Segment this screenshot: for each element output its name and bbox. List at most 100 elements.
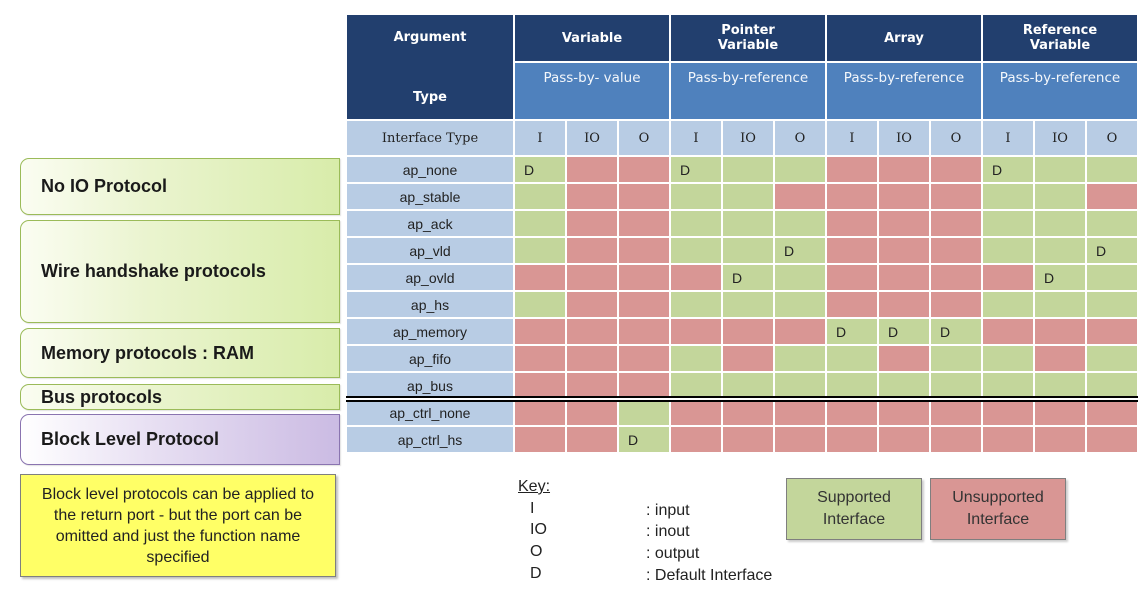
supported-cell: D xyxy=(618,426,670,453)
interface-mode-header: O xyxy=(930,120,982,156)
supported-cell xyxy=(1086,372,1138,399)
supported-cell xyxy=(514,291,566,318)
supported-cell xyxy=(982,183,1034,210)
unsupported-cell xyxy=(618,156,670,183)
unsupported-cell xyxy=(514,264,566,291)
supported-cell: D xyxy=(670,156,722,183)
block-protocol-separator xyxy=(346,400,1138,402)
interface-mode-header: IO xyxy=(566,120,618,156)
key-code-inout: IO xyxy=(530,521,547,538)
interface-type-label: Interface Type xyxy=(346,120,514,156)
default-interface-mark: D xyxy=(732,270,743,286)
supported-cell xyxy=(1034,372,1086,399)
supported-cell: D xyxy=(1086,237,1138,264)
key-code-output: O xyxy=(530,543,543,560)
supported-cell xyxy=(930,372,982,399)
key-title: Key: xyxy=(518,478,551,495)
supported-cell xyxy=(982,372,1034,399)
legend-supported-label: Supported Interface xyxy=(817,489,891,528)
supported-cell xyxy=(774,345,826,372)
legend-supported: Supported Interface xyxy=(786,478,922,540)
interface-mode-header: O xyxy=(1086,120,1138,156)
unsupported-cell xyxy=(514,372,566,399)
protocol-group-label: No IO Protocol xyxy=(41,176,167,196)
unsupported-cell xyxy=(878,210,930,237)
default-interface-mark: D xyxy=(1096,243,1107,259)
protocol-row-label: ap_stable xyxy=(346,183,514,210)
supported-cell xyxy=(1034,210,1086,237)
unsupported-cell xyxy=(670,426,722,453)
interface-mode-header: I xyxy=(826,120,878,156)
unsupported-cell xyxy=(722,345,774,372)
interface-mode-header: IO xyxy=(878,120,930,156)
group-header: Array xyxy=(826,14,982,62)
supported-cell xyxy=(618,399,670,426)
protocol-row-label: ap_ovld xyxy=(346,264,514,291)
unsupported-cell xyxy=(670,399,722,426)
unsupported-cell xyxy=(722,426,774,453)
protocol-group-no-io: No IO Protocol xyxy=(20,158,340,215)
unsupported-cell xyxy=(618,318,670,345)
unsupported-cell xyxy=(618,237,670,264)
unsupported-cell xyxy=(1086,426,1138,453)
unsupported-cell xyxy=(1086,183,1138,210)
protocol-row-label: ap_bus xyxy=(346,372,514,399)
unsupported-cell xyxy=(1034,318,1086,345)
supported-cell xyxy=(670,291,722,318)
pass-mode-header: Pass-by-reference xyxy=(670,62,826,120)
unsupported-cell xyxy=(566,183,618,210)
supported-cell xyxy=(774,210,826,237)
unsupported-cell xyxy=(930,291,982,318)
unsupported-cell xyxy=(514,426,566,453)
unsupported-cell xyxy=(930,264,982,291)
unsupported-cell xyxy=(618,183,670,210)
supported-cell xyxy=(514,210,566,237)
unsupported-cell xyxy=(878,426,930,453)
unsupported-cell xyxy=(566,291,618,318)
unsupported-cell xyxy=(930,399,982,426)
protocol-group-label: Wire handshake protocols xyxy=(41,261,266,281)
supported-cell: D xyxy=(514,156,566,183)
supported-cell xyxy=(722,210,774,237)
unsupported-cell xyxy=(930,237,982,264)
supported-cell xyxy=(722,237,774,264)
default-interface-mark: D xyxy=(680,162,691,178)
supported-cell xyxy=(670,237,722,264)
key-desc-inout: : inout xyxy=(646,523,690,540)
unsupported-cell xyxy=(878,264,930,291)
supported-cell: D xyxy=(930,318,982,345)
interface-mode-header: O xyxy=(618,120,670,156)
supported-cell: D xyxy=(722,264,774,291)
unsupported-cell xyxy=(930,156,982,183)
default-interface-mark: D xyxy=(888,324,899,340)
unsupported-cell xyxy=(930,426,982,453)
supported-cell xyxy=(722,372,774,399)
interface-mode-header: IO xyxy=(1034,120,1086,156)
unsupported-cell xyxy=(878,183,930,210)
legend-unsupported-label: Unsupported Interface xyxy=(952,489,1044,528)
protocol-group-block-level: Block Level Protocol xyxy=(20,414,340,465)
unsupported-cell xyxy=(878,345,930,372)
unsupported-cell xyxy=(774,426,826,453)
supported-cell xyxy=(670,210,722,237)
unsupported-cell xyxy=(930,210,982,237)
supported-cell: D xyxy=(1034,264,1086,291)
unsupported-cell xyxy=(514,318,566,345)
supported-cell xyxy=(1086,345,1138,372)
unsupported-cell xyxy=(566,264,618,291)
unsupported-cell xyxy=(618,264,670,291)
key-code-default: D xyxy=(530,565,542,582)
unsupported-cell xyxy=(982,399,1034,426)
supported-cell xyxy=(722,183,774,210)
unsupported-cell xyxy=(566,399,618,426)
unsupported-cell xyxy=(566,210,618,237)
protocol-row-label: ap_fifo xyxy=(346,345,514,372)
default-interface-mark: D xyxy=(940,324,951,340)
protocol-group-label: Block Level Protocol xyxy=(41,429,220,449)
argument-type-header: Argument Type xyxy=(346,14,514,120)
protocol-group-bus: Bus protocols xyxy=(20,384,340,410)
pass-mode-header: Pass-by-reference xyxy=(982,62,1138,120)
supported-cell xyxy=(1034,237,1086,264)
group-header: Variable xyxy=(514,14,670,62)
supported-cell xyxy=(774,156,826,183)
